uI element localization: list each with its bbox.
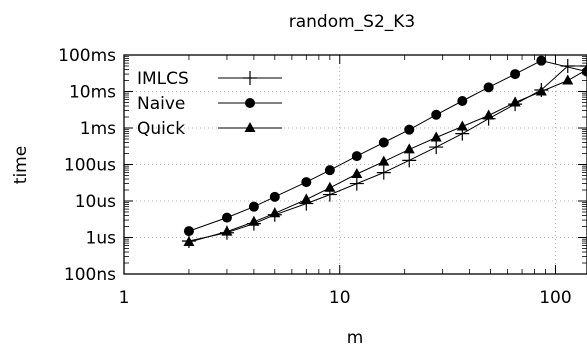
data-point-quick: [324, 181, 336, 192]
series-line-quick: [188, 69, 587, 243]
data-point-naive: [378, 137, 389, 148]
legend: IMLCS Naive Quick: [137, 69, 282, 139]
y-tick-label: 100ns: [64, 265, 116, 285]
data-point-quick: [483, 109, 495, 120]
series-quick: [183, 63, 587, 247]
legend-marker-quick: [244, 122, 256, 132]
legend-label-imlcs: IMLCS: [137, 69, 189, 89]
series-naive: [183, 55, 587, 237]
grid-lines: [124, 55, 587, 274]
series-line-naive: [188, 60, 587, 232]
data-point-imlcs: [376, 165, 391, 180]
y-axis-label: time: [11, 146, 31, 184]
data-point-naive: [221, 212, 232, 223]
data-point-naive: [324, 165, 335, 176]
data-point-quick: [535, 85, 547, 96]
data-point-naive: [248, 201, 259, 212]
data-point-quick: [351, 167, 363, 178]
data-point-imlcs: [349, 176, 364, 191]
series-imlcs: [181, 58, 587, 249]
data-point-quick: [378, 155, 390, 166]
legend-label-quick: Quick: [137, 119, 185, 139]
y-tick-label: 10us: [75, 192, 116, 212]
data-point-quick: [430, 131, 442, 142]
data-point-quick: [300, 193, 312, 204]
legend-marker-naive: [245, 98, 255, 108]
data-point-quick: [221, 225, 233, 236]
data-point-quick: [269, 207, 281, 218]
data-point-naive: [183, 226, 194, 237]
plot-frame: [123, 54, 587, 275]
data-point-naive: [269, 191, 280, 202]
data-point-quick: [581, 63, 587, 74]
y-tick-label: 10ms: [69, 83, 116, 103]
data-point-imlcs: [429, 140, 444, 155]
legend-label-naive: Naive: [137, 94, 185, 114]
data-point-naive: [536, 55, 547, 66]
data-point-naive: [483, 82, 494, 93]
data-point-naive: [510, 69, 521, 80]
data-point-quick: [562, 74, 574, 85]
data-point-naive: [457, 95, 468, 106]
y-tick-label: 1us: [86, 229, 117, 249]
x-tick-label: 1: [119, 288, 130, 308]
legend-marker-imlcs: [243, 71, 257, 85]
data-point-quick: [183, 236, 195, 247]
x-axis-label: m: [347, 328, 364, 348]
data-point-quick: [248, 215, 260, 226]
data-point-naive: [301, 177, 312, 188]
data-point-quick: [403, 143, 415, 154]
data-point-naive: [431, 109, 442, 120]
series-line-imlcs: [188, 65, 587, 242]
y-tick-label: 1ms: [80, 119, 116, 139]
data-point-quick: [509, 96, 521, 107]
data-point-imlcs: [580, 58, 587, 73]
chart-title: random_S2_K3: [289, 12, 416, 32]
x-tick-label: 100: [539, 288, 571, 308]
series-layer: [181, 55, 587, 249]
data-point-naive: [351, 151, 362, 162]
data-point-quick: [456, 120, 468, 131]
y-tick-label: 100ms: [58, 46, 116, 66]
data-point-imlcs: [402, 153, 417, 168]
y-tick-label: 100us: [64, 156, 116, 176]
x-tick-label: 10: [329, 288, 351, 308]
data-point-naive: [404, 124, 415, 135]
